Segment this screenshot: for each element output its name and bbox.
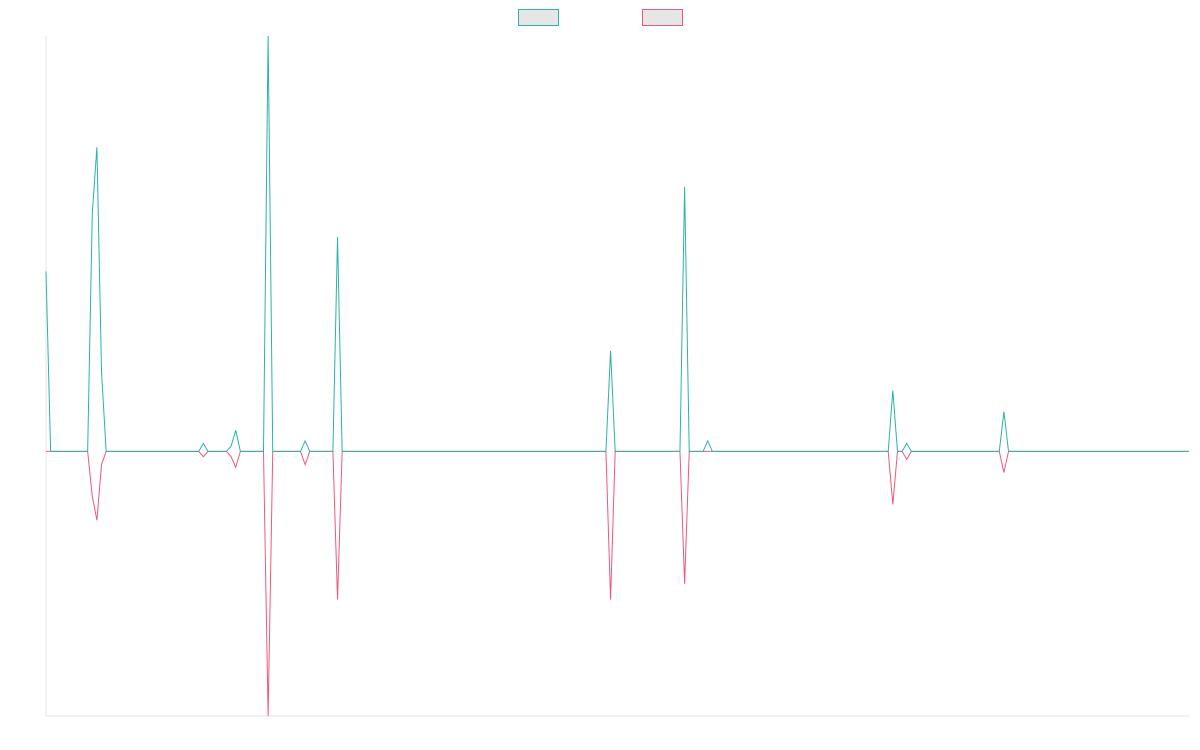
series-2-line	[46, 450, 1189, 717]
legend	[518, 9, 683, 26]
series-1-line	[45, 35, 1189, 452]
plot-area	[45, 35, 1189, 717]
legend-swatch-series-1[interactable]	[518, 9, 559, 26]
legend-swatch-series-2[interactable]	[642, 9, 683, 26]
